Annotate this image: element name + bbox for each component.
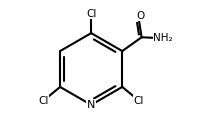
Text: Cl: Cl <box>86 9 96 19</box>
Text: NH₂: NH₂ <box>153 33 173 43</box>
Text: Cl: Cl <box>134 96 144 106</box>
Text: N: N <box>87 100 95 110</box>
Text: Cl: Cl <box>38 96 49 106</box>
Text: O: O <box>136 11 144 21</box>
